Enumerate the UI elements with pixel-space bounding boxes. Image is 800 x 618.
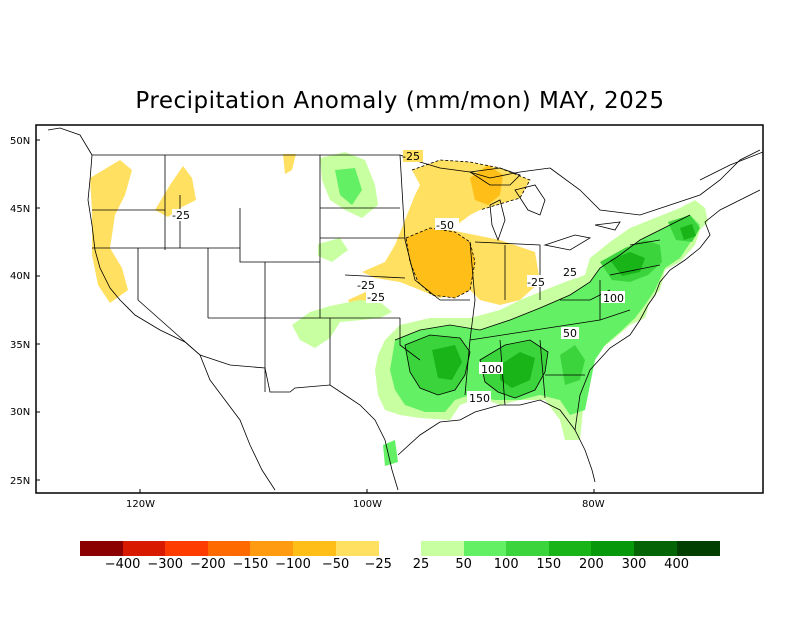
latitude-labels: 50N 45N 40N 35N 30N 25N bbox=[10, 136, 30, 487]
lon-label-120w: 120W bbox=[126, 499, 155, 510]
contour-label: -25 bbox=[367, 291, 385, 304]
lat-label-40n: 40N bbox=[10, 271, 30, 282]
lat-label-30n: 30N bbox=[10, 407, 30, 418]
lat-label-45n: 45N bbox=[10, 204, 30, 215]
map-title: Precipitation Anomaly (mm/mon) MAY, 2025 bbox=[135, 88, 665, 114]
contour-label: -25 bbox=[402, 150, 420, 163]
contour-label: 50 bbox=[563, 327, 577, 340]
contour-label: 100 bbox=[481, 363, 502, 376]
state-boundaries bbox=[47, 127, 764, 491]
map-frame bbox=[35, 124, 764, 494]
lon-label-100w: 100W bbox=[353, 499, 382, 510]
contour-label: 25 bbox=[563, 266, 577, 279]
lon-label-80w: 80W bbox=[582, 499, 605, 510]
lat-label-25n: 25N bbox=[10, 476, 30, 487]
lat-label-50n: 50N bbox=[10, 136, 30, 147]
contour-label: 100 bbox=[603, 292, 624, 305]
lat-label-35n: 35N bbox=[10, 340, 30, 351]
contour-label: -25 bbox=[357, 279, 375, 292]
contour-label: -50 bbox=[436, 219, 454, 232]
contour-label: -25 bbox=[527, 276, 545, 289]
longitude-labels: 120W 100W 80W bbox=[126, 499, 605, 510]
contour-value-labels: -25 -50 -25 -25 -25 25 -25 100 50 100 15… bbox=[172, 150, 625, 405]
axis-ticks bbox=[36, 139, 595, 493]
contour-label: -25 bbox=[172, 209, 190, 222]
contour-label: 150 bbox=[469, 392, 490, 405]
